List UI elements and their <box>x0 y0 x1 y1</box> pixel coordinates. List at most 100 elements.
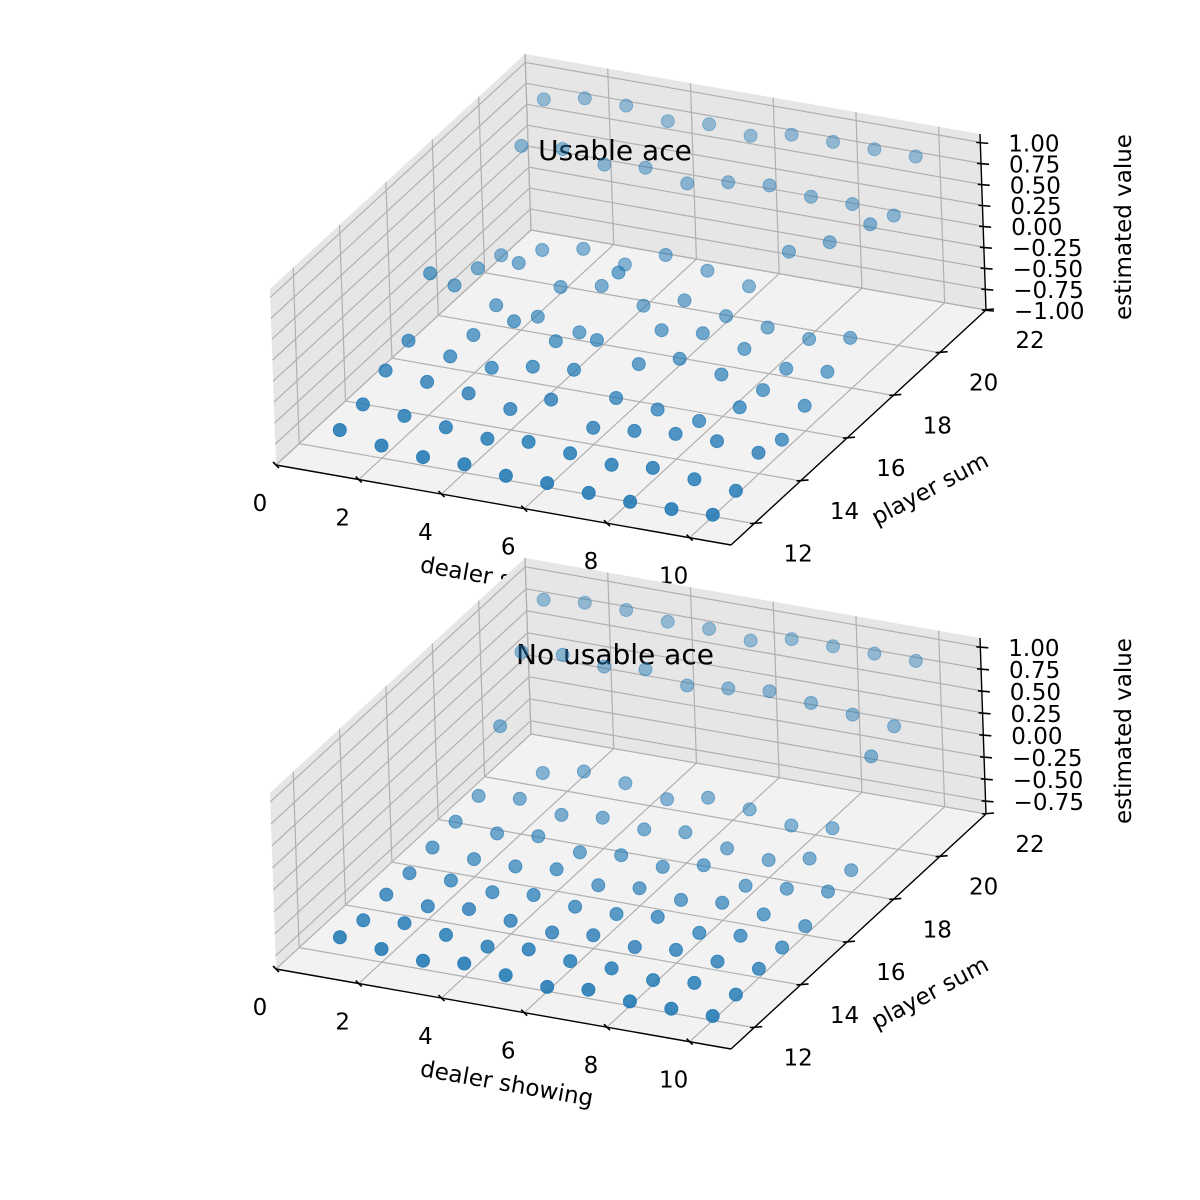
data-point <box>567 362 581 377</box>
x-tick-label: 8 <box>584 549 599 575</box>
data-point <box>439 927 453 942</box>
y-tick-mark <box>935 854 948 858</box>
z-grid-line <box>530 720 986 802</box>
usable-ace-panel: 0246810121416182022−1.00−0.75−0.50−0.250… <box>253 53 1137 608</box>
z-grid-line <box>269 566 526 803</box>
data-point <box>678 825 693 840</box>
data-point <box>591 878 606 893</box>
data-point <box>645 460 660 475</box>
data-point <box>448 814 463 829</box>
x-tick-mark <box>686 1038 694 1046</box>
data-point <box>545 925 560 940</box>
z-grid-line <box>274 698 531 935</box>
y-tick-label: 20 <box>969 371 998 397</box>
x-grid-line <box>275 733 532 970</box>
y-grid-line <box>478 600 486 777</box>
data-point <box>572 325 587 340</box>
data-point <box>577 91 592 106</box>
x-grid-line <box>358 244 615 480</box>
data-point <box>530 309 545 324</box>
x-grid-line <box>441 258 697 495</box>
data-point <box>586 420 601 435</box>
data-point <box>355 397 370 412</box>
data-point <box>646 973 661 988</box>
data-point <box>779 361 794 376</box>
x-tick-mark <box>272 965 280 973</box>
data-point <box>521 434 536 449</box>
left-wall-pane <box>270 54 531 465</box>
x-grid-line <box>607 572 615 749</box>
data-point <box>721 681 736 696</box>
y-tick-mark <box>935 350 948 354</box>
data-point <box>774 432 789 447</box>
data-point <box>420 374 435 389</box>
data-point <box>797 398 812 413</box>
data-point <box>503 402 518 416</box>
x-axis-line <box>275 968 732 1050</box>
z-grid-line <box>528 166 984 248</box>
x-tick-label: 0 <box>253 995 268 1021</box>
z-grid-line <box>270 588 527 825</box>
y-tick-mark <box>889 393 902 397</box>
x-tick-label: 4 <box>418 1024 433 1050</box>
data-point <box>715 895 730 910</box>
z-grid-line <box>526 103 982 185</box>
y-grid-line <box>484 776 940 858</box>
z-grid-line <box>272 124 528 361</box>
z-tick-label: 0.75 <box>1009 152 1060 178</box>
x-tick-mark <box>437 994 446 1002</box>
data-point <box>843 330 858 345</box>
data-point <box>710 954 725 969</box>
data-point <box>721 175 736 190</box>
data-point <box>632 881 647 896</box>
z-tick-label: −0.75 <box>1014 790 1084 816</box>
x-tick-label: 2 <box>335 506 350 532</box>
y-grid-line <box>524 557 532 735</box>
data-point <box>664 1001 679 1016</box>
z-tick-mark <box>979 225 992 228</box>
z-grid-line <box>528 676 985 758</box>
data-point <box>700 263 715 278</box>
data-point <box>669 942 683 957</box>
data-point <box>535 243 550 257</box>
data-point <box>695 326 710 341</box>
y-axis-line <box>730 813 987 1050</box>
data-point <box>535 766 550 780</box>
data-point <box>549 862 564 877</box>
data-point <box>680 678 695 693</box>
data-point <box>720 841 735 856</box>
data-point <box>356 913 371 928</box>
data-point <box>821 884 835 899</box>
data-point <box>908 653 923 668</box>
z-grid-line <box>528 654 984 736</box>
y-tick-label: 14 <box>830 1003 859 1029</box>
data-point <box>494 248 509 263</box>
data-point <box>618 776 633 791</box>
data-point <box>594 278 609 293</box>
y-grid-line <box>299 947 755 1029</box>
data-point <box>710 434 724 449</box>
data-point <box>887 719 902 734</box>
data-point <box>820 364 835 379</box>
data-point <box>572 845 587 860</box>
data-point <box>804 189 818 204</box>
data-point <box>619 603 634 617</box>
data-point <box>604 961 619 976</box>
data-point <box>604 457 619 472</box>
y-grid-line <box>431 643 439 820</box>
data-point <box>416 953 430 968</box>
z-grid-line <box>525 588 982 670</box>
data-point <box>402 866 417 881</box>
data-point <box>470 261 485 276</box>
data-point <box>674 892 688 907</box>
data-point <box>508 859 523 874</box>
z-tick-label: −0.50 <box>1013 257 1083 283</box>
x-tick-mark <box>520 1009 528 1017</box>
y-tick-mark <box>981 812 995 815</box>
data-point <box>627 423 642 438</box>
y-grid-line <box>438 314 894 397</box>
data-point <box>680 176 695 191</box>
data-point <box>480 431 495 446</box>
data-point <box>514 138 529 153</box>
data-point <box>692 414 707 428</box>
